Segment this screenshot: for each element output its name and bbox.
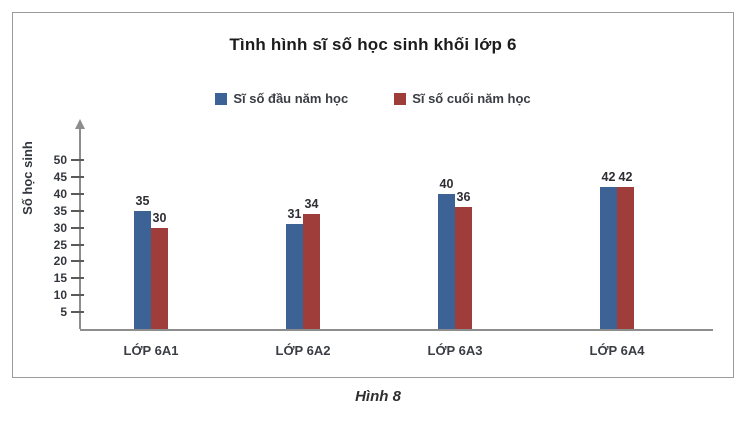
y-tick-label: 10 (53, 288, 67, 303)
legend-swatch-red (394, 92, 407, 105)
legend-label: Sĩ số cuối năm học (412, 91, 531, 106)
y-tick-mark (71, 159, 84, 162)
bar-value-label: 30 (152, 211, 167, 225)
bar-end-of-year (151, 228, 168, 329)
chart-legend: Sĩ số đầu năm học Sĩ số cuối năm học (13, 91, 733, 106)
legend-item: Sĩ số đầu năm học (215, 91, 348, 106)
x-category-label: LỚP 6A2 (275, 343, 331, 358)
bar-value-label: 31 (287, 207, 302, 221)
y-tick-label: 40 (53, 186, 67, 201)
bar-start-of-year (438, 194, 455, 329)
legend-swatch-blue (215, 92, 228, 105)
y-tick-mark (71, 192, 84, 195)
bar-value-label: 36 (456, 190, 471, 204)
x-category-label: LỚP 6A1 (123, 343, 179, 358)
y-tick-label: 50 (53, 153, 67, 168)
bar-end-of-year (455, 207, 472, 329)
y-tick-mark (71, 277, 84, 280)
y-tick-label: 45 (53, 169, 67, 184)
y-tick-label: 35 (53, 203, 67, 218)
bar-start-of-year (286, 224, 303, 329)
plot-area: 5 10 15 20 25 30 35 40 45 50 35 30 LỚP 6A1 31 34 LỚP 6A… (13, 13, 733, 377)
y-tick-label: 20 (53, 254, 67, 269)
y-tick-mark (71, 209, 84, 212)
bar-value-label: 34 (304, 197, 319, 211)
y-tick-mark (71, 226, 84, 229)
y-tick-mark (71, 294, 84, 297)
bar-value-label: 42 (618, 170, 633, 184)
legend-label: Sĩ số đầu năm học (233, 91, 349, 106)
chart-title: Tình hình sĩ số học sinh khối lớp 6 (229, 35, 517, 54)
legend-item: Sĩ số cuối năm học (394, 91, 531, 106)
y-tick-mark (71, 311, 84, 314)
y-axis-arrow-icon (75, 119, 85, 129)
bar-start-of-year (600, 187, 617, 329)
chart-container: Tình hình sĩ số học sinh khối lớp 6 Sĩ s… (12, 12, 734, 378)
y-tick-mark (71, 175, 84, 178)
x-category-label: LỚP 6A4 (589, 343, 645, 358)
y-axis-line (79, 129, 81, 329)
x-category-label: LỚP 6A3 (427, 343, 483, 358)
y-tick-label: 5 (60, 305, 67, 320)
x-axis-line (80, 329, 713, 331)
y-tick-mark (71, 243, 84, 246)
bar-end-of-year (303, 214, 320, 329)
figure-caption: Hình 8 (355, 388, 401, 405)
y-tick-label: 25 (53, 237, 67, 252)
y-tick-label: 15 (53, 271, 67, 286)
y-tick-mark (71, 260, 84, 263)
bar-end-of-year (617, 187, 634, 329)
bar-value-label: 42 (601, 170, 616, 184)
y-tick-label: 30 (53, 220, 67, 235)
bar-value-label: 35 (135, 194, 150, 208)
bar-start-of-year (134, 211, 151, 329)
bar-value-label: 40 (439, 177, 454, 191)
